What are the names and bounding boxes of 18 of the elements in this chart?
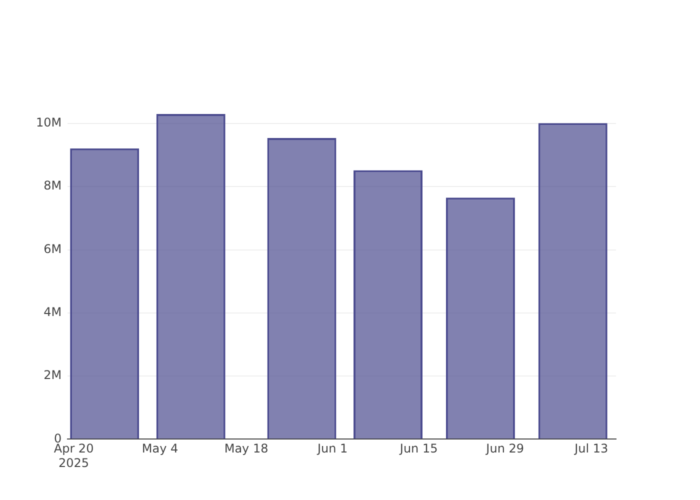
x-tick-label: Jun 29 <box>485 442 524 456</box>
y-tick-label: 8M <box>44 178 62 193</box>
x-tick-label: Jul 13 <box>574 442 608 456</box>
x-tick-label: May 4 <box>142 442 178 456</box>
y-tick-label: 2M <box>44 368 62 382</box>
x-tick-label: Apr 20 2025 <box>54 442 94 470</box>
bar <box>70 148 140 439</box>
bar <box>538 123 608 439</box>
bar <box>446 198 515 439</box>
y-tick-label: 6M <box>44 242 62 256</box>
y-tick-label: 4M <box>44 305 62 320</box>
bar <box>156 114 226 439</box>
bar <box>354 170 423 439</box>
x-tick-label: Jun 1 <box>316 442 348 456</box>
x-tick-label: May 18 <box>224 442 268 456</box>
x-tick-label: Jun 15 <box>398 442 438 456</box>
y-tick-label: 10M <box>36 116 62 130</box>
bar <box>267 138 336 439</box>
